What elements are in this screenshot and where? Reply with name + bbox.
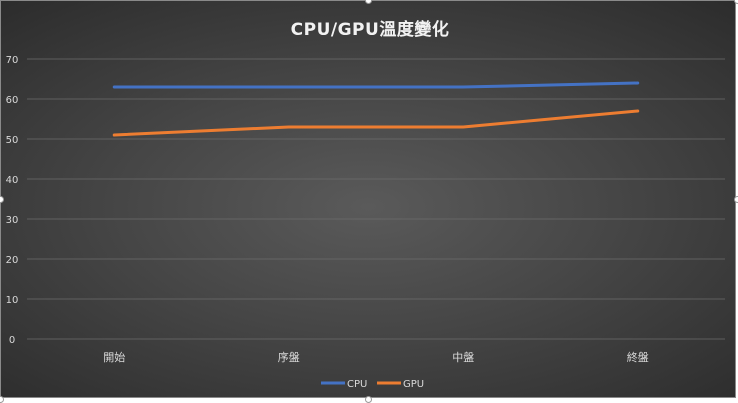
x-tick-label: 序盤 <box>278 350 300 364</box>
y-tick-label: 20 <box>6 255 19 266</box>
resize-handle-top-right[interactable] <box>734 0 738 4</box>
x-tick-label: 開始 <box>103 350 125 364</box>
y-tick-label: 0 <box>9 335 15 346</box>
resize-handle-left[interactable] <box>0 196 4 203</box>
legend-label-cpu: CPU <box>347 379 367 390</box>
y-tick-label: 30 <box>6 215 19 226</box>
series-line-cpu <box>112 81 640 89</box>
y-tick-label: 10 <box>6 295 19 306</box>
legend-label-gpu: GPU <box>403 379 424 390</box>
y-tick-label: 40 <box>6 175 19 186</box>
y-tick-label: 60 <box>6 95 19 106</box>
chart-title: CPU/GPU溫度變化 <box>290 20 450 40</box>
y-tick-label: 50 <box>6 135 19 146</box>
y-tick-label: 70 <box>6 55 19 66</box>
resize-handle-top[interactable] <box>365 0 372 4</box>
series-line-gpu <box>112 109 640 137</box>
x-tick-label: 中盤 <box>452 351 474 364</box>
x-tick-label: 終盤 <box>627 350 649 364</box>
resize-handle-right[interactable] <box>734 196 738 203</box>
